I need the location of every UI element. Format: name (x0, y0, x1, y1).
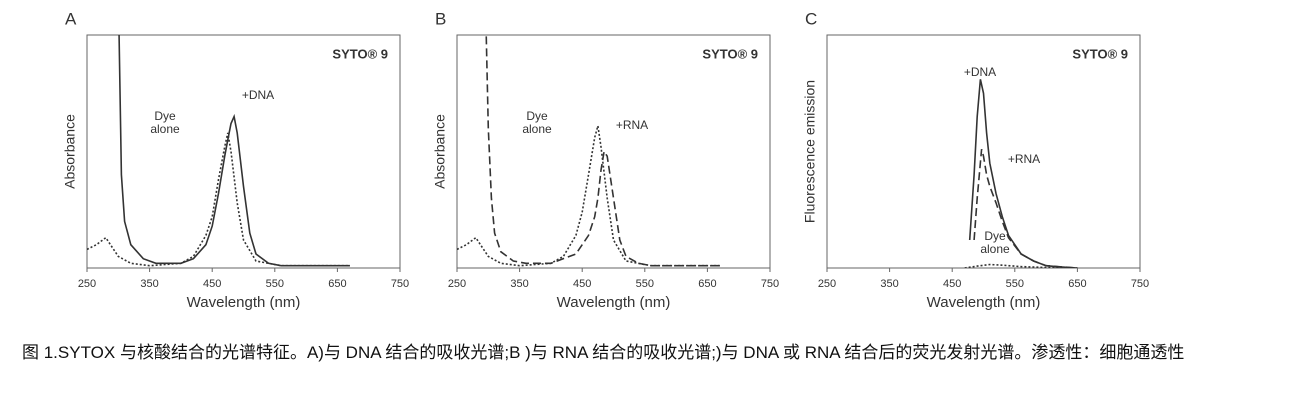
y-axis-label: Absorbance (432, 114, 448, 189)
annotation: SYTO® 9 (332, 46, 388, 61)
panel-label: C (805, 9, 817, 28)
annotation: SYTO® 9 (702, 46, 758, 61)
series-label: +RNA (616, 118, 648, 132)
x-tick-label: 650 (698, 278, 716, 290)
x-tick-label: 750 (391, 278, 409, 290)
x-axis-label: Wavelength (nm) (557, 294, 671, 311)
series-line (973, 148, 1078, 268)
series-label: Dye alone (522, 109, 552, 136)
series-label: +DNA (242, 88, 274, 102)
series-label: +RNA (1008, 152, 1040, 166)
y-axis-label: Absorbance (62, 114, 78, 189)
series-line (485, 35, 720, 267)
x-tick-label: 650 (328, 278, 346, 290)
x-tick-label: 250 (818, 278, 836, 290)
series-line (87, 132, 350, 267)
x-tick-label: 350 (880, 278, 898, 290)
x-tick-label: 250 (448, 278, 466, 290)
x-tick-label: 250 (78, 278, 96, 290)
x-axis-label: Wavelength (nm) (187, 294, 301, 311)
plot-frame (456, 34, 771, 269)
x-tick-label: 550 (636, 278, 654, 290)
caption: 图 1.SYTOX 与核酸结合的光谱特征。A)与 DNA 结合的吸收光谱;B )… (22, 343, 1185, 362)
y-axis-label: Fluorescence emission (802, 80, 818, 223)
x-tick-label: 550 (266, 278, 284, 290)
series-line (964, 263, 1078, 268)
x-tick-label: 650 (1068, 278, 1086, 290)
x-tick-label: 350 (510, 278, 528, 290)
series-label: Dye alone (980, 229, 1010, 256)
plot-frame (86, 34, 401, 269)
panel-label: B (435, 9, 446, 28)
figure: A SYTO® 9 250 350 450 550 650 750 Wavelength (nm… (62, 9, 1149, 311)
x-tick-label: 550 (1006, 278, 1024, 290)
series-label: +DNA (964, 65, 996, 79)
x-axis-label: Wavelength (nm) (927, 294, 1041, 311)
series-line (968, 79, 1078, 268)
series-line (118, 35, 350, 267)
series-label: Dye alone (150, 109, 180, 136)
plot-frame (826, 34, 1141, 269)
panel-label: A (65, 9, 77, 28)
x-tick-label: 450 (203, 278, 221, 290)
x-tick-label: 450 (943, 278, 961, 290)
x-tick-label: 750 (1131, 278, 1149, 290)
x-tick-label: 750 (761, 278, 779, 290)
annotation: SYTO® 9 (1072, 46, 1128, 61)
x-tick-label: 350 (140, 278, 158, 290)
series-line (457, 125, 720, 267)
x-tick-label: 450 (573, 278, 591, 290)
